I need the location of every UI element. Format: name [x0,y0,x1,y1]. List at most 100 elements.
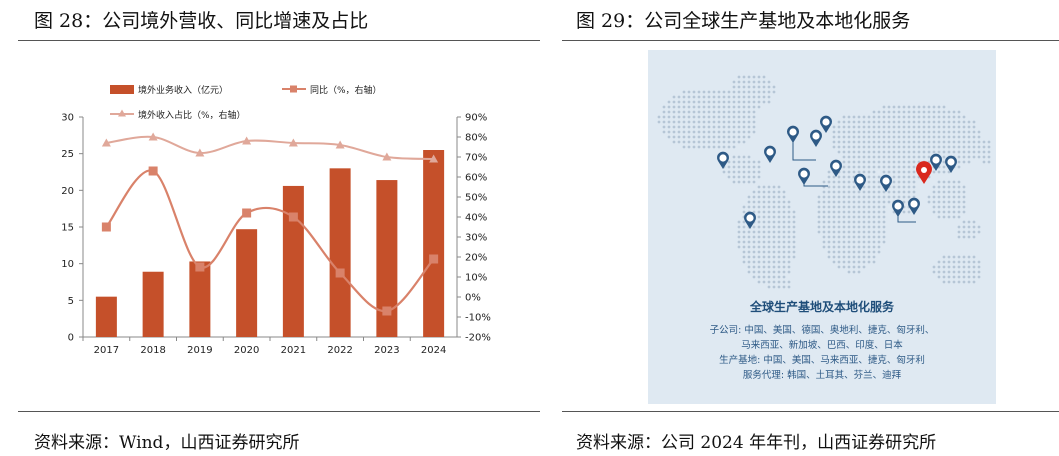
land-dot [742,75,746,79]
land-dot [762,250,766,254]
land-dot [842,150,846,154]
land-dot [852,245,856,249]
land-dot [837,120,841,124]
land-dot [752,130,756,134]
land-dot [847,245,851,249]
land-dot [977,270,981,274]
land-dot [702,125,706,129]
land-dot [737,125,741,129]
land-dot [922,110,926,114]
land-dot [747,255,751,259]
land-dot [857,145,861,149]
x-tick-label: 2017 [94,345,119,356]
land-dot [727,175,731,179]
land-dot [672,95,676,99]
land-dot [917,140,921,144]
land-dot [847,190,851,194]
land-dot [857,195,861,199]
land-dot [747,105,751,109]
land-dot [837,195,841,199]
land-dot [867,225,871,229]
land-dot [932,145,936,149]
yoy-marker [382,306,392,316]
land-dot [872,155,876,159]
land-dot [967,270,971,274]
land-dot [837,130,841,134]
land-dot [852,160,856,164]
land-dot [932,120,936,124]
land-dot [962,265,966,269]
land-dot [947,255,951,259]
land-dot [737,75,741,79]
land-dot [682,140,686,144]
land-dot [857,245,861,249]
land-dot [687,145,691,149]
land-dot [937,135,941,139]
land-dot [877,110,881,114]
land-dot [682,90,686,94]
land-dot [912,190,916,194]
land-dot [772,225,776,229]
y-right-tick-label: 20% [465,253,487,264]
land-dot [842,255,846,259]
land-dot [827,195,831,199]
land-dot [977,225,981,229]
land-dot [937,190,941,194]
land-dot [747,195,751,199]
land-dot [962,195,966,199]
land-dot [972,280,976,284]
land-dot [857,220,861,224]
y-right-tick-label: 30% [465,233,487,244]
land-dot [912,135,916,139]
land-dot [882,210,886,214]
land-dot [752,75,756,79]
land-dot [767,235,771,239]
land-dot [867,145,871,149]
land-dot [857,270,861,274]
land-dot [877,130,881,134]
land-dot [762,280,766,284]
source-rule-right [562,411,1059,412]
land-dot [862,160,866,164]
y-right-tick-label: 10% [465,273,487,284]
land-dot [942,180,946,184]
land-dot [752,95,756,99]
land-dot [962,130,966,134]
land-dot [737,175,741,179]
land-dot [952,265,956,269]
land-dot [712,120,716,124]
land-dot [862,265,866,269]
land-dot [862,200,866,204]
land-dot [972,265,976,269]
land-dot [872,140,876,144]
land-dot [702,145,706,149]
land-dot [682,110,686,114]
land-dot [882,200,886,204]
land-dot [837,230,841,234]
land-dot [942,210,946,214]
land-dot [957,215,961,219]
land-dot [837,185,841,189]
land-dot [742,105,746,109]
land-dot [762,235,766,239]
land-dot [852,210,856,214]
land-dot [757,85,761,89]
land-dot [952,255,956,259]
land-dot [787,285,791,289]
land-dot [767,255,771,259]
land-dot [862,210,866,214]
land-dot [962,115,966,119]
land-dot [912,140,916,144]
land-dot [897,140,901,144]
land-dot [712,105,716,109]
land-dot [927,155,931,159]
land-dot [847,215,851,219]
land-dot [857,260,861,264]
land-dot [907,120,911,124]
land-dot [882,110,886,114]
land-dot [872,210,876,214]
land-dot [842,160,846,164]
land-dot [717,115,721,119]
land-dot [932,210,936,214]
land-dot [827,205,831,209]
